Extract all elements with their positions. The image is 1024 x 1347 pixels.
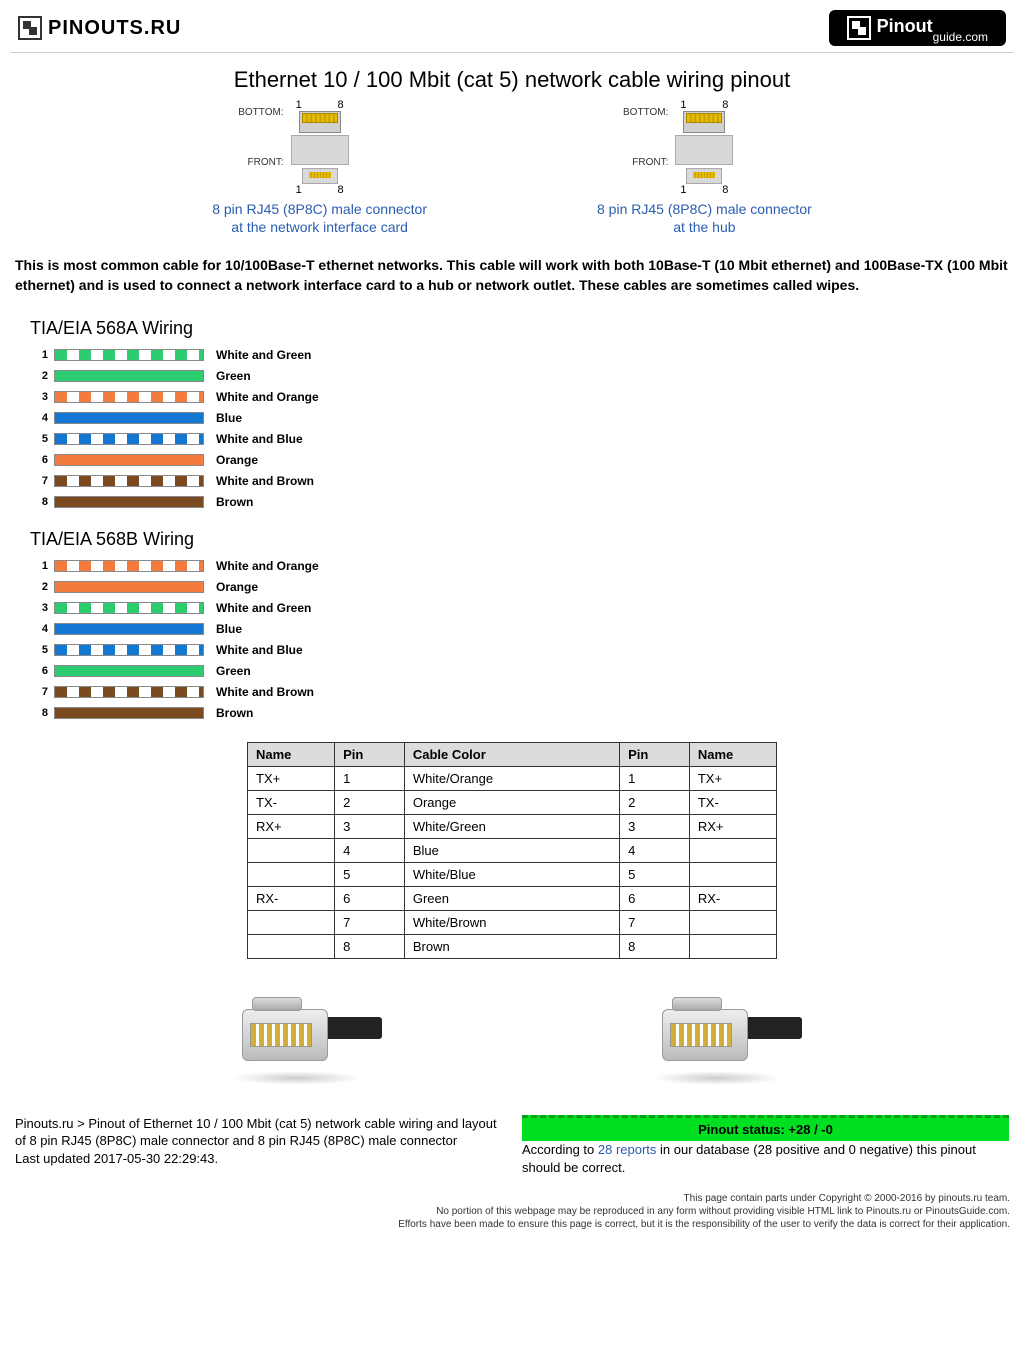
wire-color-bar	[54, 496, 204, 508]
connector-left: 18 BOTTOM: FRONT: 18 8 pin RJ45 (8P8C) m…	[212, 99, 427, 236]
intro-text: This is most common cable for 10/100Base…	[0, 256, 1024, 295]
rj45-photo-left	[222, 995, 382, 1085]
wire-row: 3White and Orange	[30, 389, 1024, 406]
wire-row: 5White and Blue	[30, 642, 1024, 659]
footer: Pinouts.ru > Pinout of Ethernet 10 / 100…	[0, 1115, 1024, 1187]
logo-right-bold: Pinout	[877, 16, 933, 36]
wire-color-bar	[54, 349, 204, 361]
wiring-568b-title: TIA/EIA 568B Wiring	[30, 529, 1024, 550]
table-row: RX+3White/Green3RX+	[248, 814, 777, 838]
table-row: 8Brown8	[248, 934, 777, 958]
logo-pinoutguide[interactable]: Pinoutguide.com	[829, 10, 1006, 46]
table-row: 7White/Brown7	[248, 910, 777, 934]
logo-icon	[18, 16, 42, 40]
table-row: 4Blue4	[248, 838, 777, 862]
wire-row: 8Brown	[30, 494, 1024, 511]
wire-row: 1White and Orange	[30, 558, 1024, 575]
logo-icon	[847, 16, 871, 40]
page-title: Ethernet 10 / 100 Mbit (cat 5) network c…	[0, 67, 1024, 93]
status-text: According to 28 reports in our database …	[522, 1141, 1009, 1176]
rj45-diagram: 18 BOTTOM: FRONT: 18	[674, 99, 734, 196]
fine-print: This page contain parts under Copyright …	[0, 1186, 1024, 1243]
breadcrumb: Pinouts.ru > Pinout of Ethernet 10 / 100…	[15, 1115, 502, 1150]
logo-right-sub: guide.com	[933, 30, 988, 44]
wire-row: 2Orange	[30, 579, 1024, 596]
wire-row: 7White and Brown	[30, 473, 1024, 490]
reports-link[interactable]: 28 reports	[598, 1142, 657, 1157]
wire-color-bar	[54, 644, 204, 656]
wire-color-bar	[54, 454, 204, 466]
wire-color-bar	[54, 433, 204, 445]
header: PINOUTS.RU Pinoutguide.com	[0, 0, 1024, 52]
wiring-568a: TIA/EIA 568A Wiring 1White and Green 2Gre…	[0, 318, 1024, 511]
wire-color-bar	[54, 623, 204, 635]
wire-color-bar	[54, 391, 204, 403]
table-row: TX+1White/Orange1TX+	[248, 766, 777, 790]
logo-left-text: PINOUTS.RU	[48, 17, 181, 40]
rj45-diagram: 18 BOTTOM: FRONT: 18	[290, 99, 350, 196]
wire-row: 2Green	[30, 368, 1024, 385]
wire-color-bar	[54, 475, 204, 487]
table-row: RX-6Green6RX-	[248, 886, 777, 910]
rj45-photo-right	[642, 995, 802, 1085]
wire-row: 7White and Brown	[30, 684, 1024, 701]
wiring-568a-title: TIA/EIA 568A Wiring	[30, 318, 1024, 339]
table-row: 5White/Blue5	[248, 862, 777, 886]
connector-photos	[0, 995, 1024, 1085]
connectors-row: 18 BOTTOM: FRONT: 18 8 pin RJ45 (8P8C) m…	[0, 99, 1024, 236]
wire-row: 5White and Blue	[30, 431, 1024, 448]
divider	[10, 52, 1014, 53]
pinout-table: NamePinCable ColorPinName TX+1White/Oran…	[247, 742, 777, 959]
wire-row: 4Blue	[30, 621, 1024, 638]
wire-color-bar	[54, 581, 204, 593]
connector-right-link[interactable]: 8 pin RJ45 (8P8C) male connector at the …	[597, 200, 812, 236]
wire-color-bar	[54, 707, 204, 719]
wire-row: 6Green	[30, 663, 1024, 680]
wire-row: 4Blue	[30, 410, 1024, 427]
logo-pinouts-ru[interactable]: PINOUTS.RU	[18, 16, 181, 40]
wire-row: 8Brown	[30, 705, 1024, 722]
wire-color-bar	[54, 686, 204, 698]
wire-color-bar	[54, 412, 204, 424]
wire-row: 6Orange	[30, 452, 1024, 469]
last-updated: Last updated 2017-05-30 22:29:43.	[15, 1150, 502, 1168]
wire-color-bar	[54, 602, 204, 614]
table-row: TX-2Orange2TX-	[248, 790, 777, 814]
connector-left-link[interactable]: 8 pin RJ45 (8P8C) male connector at the …	[212, 200, 427, 236]
wire-color-bar	[54, 665, 204, 677]
connector-right: 18 BOTTOM: FRONT: 18 8 pin RJ45 (8P8C) m…	[597, 99, 812, 236]
wire-row: 1White and Green	[30, 347, 1024, 364]
wire-color-bar	[54, 370, 204, 382]
wire-color-bar	[54, 560, 204, 572]
wire-row: 3White and Green	[30, 600, 1024, 617]
wiring-568b: TIA/EIA 568B Wiring 1White and Orange 2Or…	[0, 529, 1024, 722]
pinout-status-badge: Pinout status: +28 / -0	[522, 1115, 1009, 1142]
